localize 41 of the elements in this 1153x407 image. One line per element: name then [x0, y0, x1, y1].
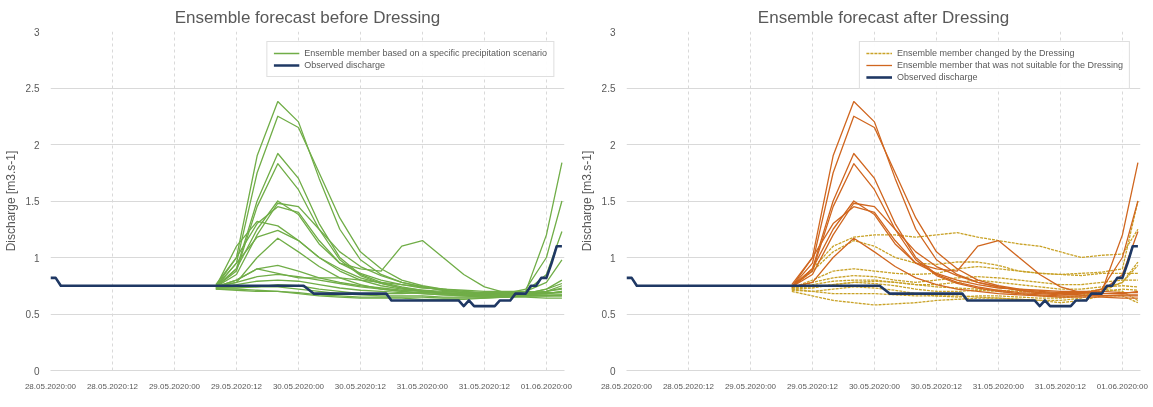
- y-tick-label: 1.5: [601, 196, 616, 207]
- x-tick-label: 28.05.2020:00: [24, 381, 77, 391]
- y-tick-label: 2.5: [601, 83, 616, 94]
- y-tick-label: 2: [609, 139, 616, 151]
- x-tick-label: 29.05.2020:00: [148, 381, 201, 391]
- y-tick-label: 2.5: [25, 83, 40, 94]
- x-tick-label: 29.05.2020:12: [786, 381, 839, 391]
- x-tick-label: 30.05.2020:12: [334, 381, 387, 391]
- y-tick-label: 1.5: [25, 196, 40, 207]
- x-tick-label: 31.05.2020:00: [396, 381, 449, 391]
- y-tick-label: 3: [609, 26, 616, 38]
- x-tick-label: 28.05.2020:00: [600, 381, 653, 391]
- y-axis-title: Discharge [m3.s-1]: [579, 150, 594, 252]
- y-tick-label: 0: [609, 365, 616, 377]
- x-tick-label: 30.05.2020:00: [848, 381, 901, 391]
- x-tick-label: 28.05.2020:12: [662, 381, 715, 391]
- y-tick-label: 1: [609, 252, 616, 264]
- y-tick-label: 2: [33, 139, 40, 151]
- x-tick-label: 01.06.2020:00: [1096, 381, 1149, 391]
- x-tick-label: 29.05.2020:00: [724, 381, 777, 391]
- x-tick-label: 30.05.2020:12: [910, 381, 963, 391]
- legend-label: Observed discharge: [896, 72, 978, 82]
- y-tick-label: 0: [33, 365, 40, 377]
- x-tick-label: 31.05.2020:00: [972, 381, 1025, 391]
- y-tick-label: 1: [33, 252, 40, 264]
- legend-label: Ensemble member that was not suitable for the Dressing: [896, 60, 1123, 70]
- legend-label: Ensemble member based on a specific precipitation scenario: [304, 48, 547, 58]
- chart-title: Ensemble forecast before Dressing: [174, 7, 441, 27]
- x-tick-label: 01.06.2020:00: [520, 381, 573, 391]
- legend-label: Ensemble member changed by the Dressing: [896, 48, 1075, 58]
- y-tick-label: 0.5: [25, 309, 40, 320]
- y-tick-label: 0.5: [601, 309, 616, 320]
- x-tick-label: 31.05.2020:12: [458, 381, 511, 391]
- x-tick-label: 30.05.2020:00: [272, 381, 325, 391]
- y-tick-label: 3: [33, 26, 40, 38]
- y-axis-title: Discharge [m3.s-1]: [3, 150, 18, 252]
- chart-title: Ensemble forecast after Dressing: [757, 7, 1010, 27]
- legend-label: Observed discharge: [304, 60, 385, 70]
- x-tick-label: 31.05.2020:12: [1034, 381, 1087, 391]
- x-tick-label: 28.05.2020:12: [86, 381, 139, 391]
- x-tick-label: 29.05.2020:12: [210, 381, 263, 391]
